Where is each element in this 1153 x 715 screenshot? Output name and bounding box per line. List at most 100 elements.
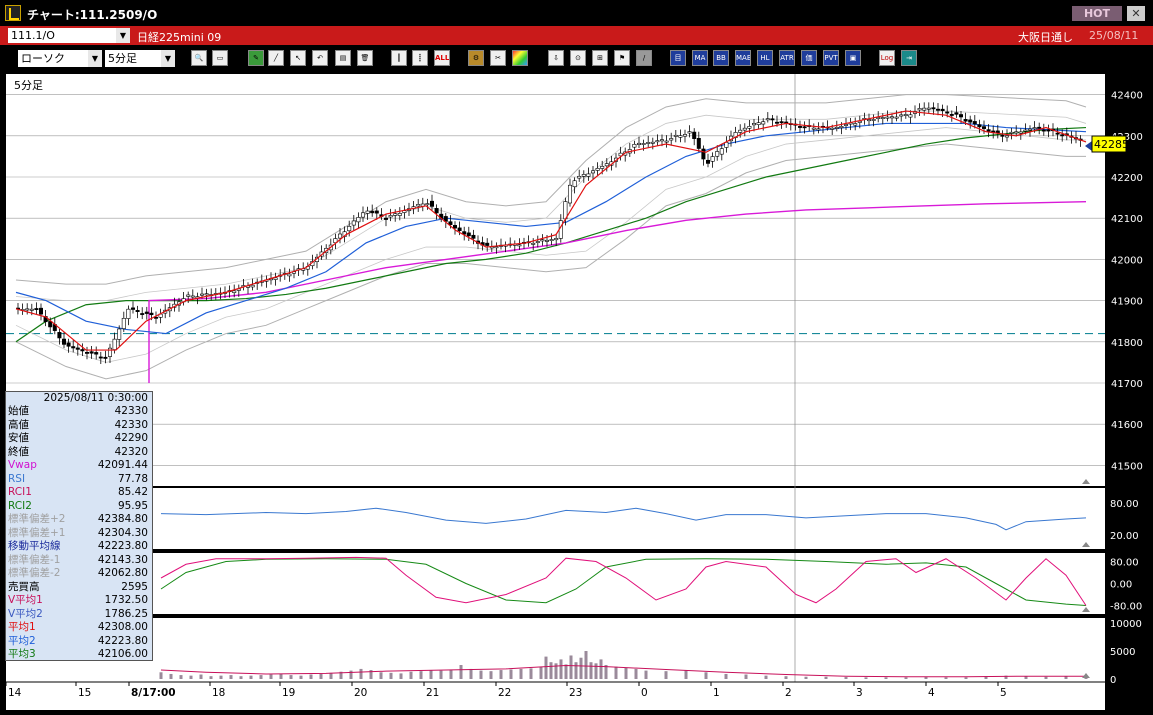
interval-value: 5分足	[108, 52, 137, 65]
candle	[802, 126, 807, 129]
box-icon[interactable]: ▣	[845, 50, 861, 66]
volume-bar	[329, 672, 333, 679]
candle-bar-icon[interactable]: ┃	[391, 50, 407, 66]
candle	[926, 107, 931, 110]
bb-button[interactable]: BB	[713, 50, 729, 66]
info-row-label: RSI	[8, 472, 26, 485]
volume-bar	[229, 675, 233, 679]
wrench-icon[interactable]: ✂	[490, 50, 506, 66]
volume-bar	[1024, 676, 1028, 679]
info-row: RCI1 85.42	[6, 486, 152, 499]
ma-button[interactable]: MA	[692, 50, 708, 66]
candle	[356, 217, 361, 223]
exit-icon[interactable]: ⇥	[901, 50, 917, 66]
window-title: チャート:111.2509/O	[27, 8, 158, 22]
trash-icon[interactable]: 🗑	[357, 50, 373, 66]
time-tick-label: 15	[78, 687, 91, 699]
volume-bar	[419, 671, 423, 679]
candle	[770, 118, 775, 121]
volume-bar	[544, 656, 548, 679]
chevron-down-icon[interactable]: ▼	[88, 50, 102, 67]
candle	[544, 239, 549, 242]
chart-type-value: ローソク	[21, 52, 65, 65]
candle-bar-2-icon[interactable]: ┋	[412, 50, 428, 66]
volume-bar	[369, 670, 373, 679]
cursor-icon[interactable]: ↖	[290, 50, 306, 66]
volume-bar	[279, 673, 283, 679]
color-palette-icon[interactable]	[512, 50, 528, 66]
candle	[57, 332, 62, 339]
current-price-label: 42285	[1094, 138, 1129, 151]
candle	[75, 347, 80, 350]
candle	[535, 241, 540, 243]
candle	[434, 208, 439, 214]
candle	[61, 338, 66, 345]
current-price-marker: 42285	[1085, 135, 1129, 153]
volume-average-line	[160, 665, 1086, 678]
candle	[425, 203, 430, 206]
time-axis	[6, 682, 1105, 710]
atr-button[interactable]: ATR	[779, 50, 795, 66]
candle	[370, 210, 375, 214]
all-button[interactable]: ALL	[434, 50, 450, 66]
candle	[600, 166, 605, 169]
log-button[interactable]: Log	[879, 50, 895, 66]
menu-down-icon[interactable]: ⇩	[548, 50, 564, 66]
pencil-icon[interactable]: ✎	[248, 50, 264, 66]
candle	[701, 148, 706, 160]
volume-bar	[764, 675, 768, 679]
gear-icon[interactable]: ⚙	[468, 50, 484, 66]
chevron-down-icon[interactable]: ▼	[161, 50, 175, 67]
info-row-value: 1732.50	[104, 594, 148, 606]
candle	[765, 118, 770, 121]
info-row-value: 42290	[114, 432, 148, 444]
flag-icon[interactable]: ⚑	[614, 50, 630, 66]
chart-type-select[interactable]: ローソク ▼	[18, 50, 102, 67]
symbol-select[interactable]: 111.1/O ▼	[8, 28, 130, 43]
volume-bar	[439, 670, 443, 679]
candle	[103, 356, 108, 359]
fit-window-icon[interactable]: ▭	[212, 50, 228, 66]
candle	[287, 273, 292, 277]
hl-button[interactable]: HL	[757, 50, 773, 66]
volume-bar	[259, 675, 263, 679]
close-button[interactable]: ✕	[1127, 6, 1145, 21]
info-row-label: 標準偏差+1	[8, 526, 66, 539]
hot-button[interactable]: HOT	[1072, 6, 1122, 21]
search-chart-icon[interactable]: ⊙	[570, 50, 586, 66]
candle	[659, 139, 664, 142]
interval-select[interactable]: 5分足 ▼	[105, 50, 175, 67]
candle	[595, 168, 600, 171]
volume-bar	[944, 677, 948, 679]
candle	[1014, 131, 1019, 134]
volume-profile-icon[interactable]: 価	[801, 50, 817, 66]
memo-icon[interactable]: ▤	[335, 50, 351, 66]
candle	[144, 311, 149, 314]
mark-icon[interactable]: ⊞	[592, 50, 608, 66]
info-row: 移動平均線 42223.80	[6, 540, 152, 553]
chevron-down-icon[interactable]: ▼	[116, 28, 130, 43]
candle	[140, 313, 145, 315]
info-row-label: 平均3	[8, 648, 36, 660]
pvt-button[interactable]: PVT	[823, 50, 839, 66]
info-row-value: 42320	[114, 445, 148, 458]
time-tick-label: 2	[785, 687, 792, 699]
mae-button[interactable]: MAE	[735, 50, 751, 66]
candle	[922, 107, 927, 111]
info-row: V平均1 1732.50	[6, 594, 152, 607]
line-tool-icon[interactable]: ╱	[268, 50, 284, 66]
volume-bar	[784, 676, 788, 679]
chart-canvas[interactable]: 4240042300422004210042000419004180041700…	[0, 72, 1153, 715]
zoom-icon[interactable]: 🔍	[191, 50, 207, 66]
volume-bar	[449, 669, 453, 679]
info-row: 平均1 42308.00	[6, 621, 152, 634]
candle	[126, 308, 131, 319]
volume-bar	[359, 668, 363, 679]
candle	[972, 121, 977, 125]
candle	[738, 129, 743, 133]
candle	[797, 126, 802, 128]
candle	[669, 138, 674, 141]
ichimoku-icon[interactable]: 目	[670, 50, 686, 66]
volume-bar	[864, 677, 868, 679]
undo-icon[interactable]: ↶	[312, 50, 328, 66]
